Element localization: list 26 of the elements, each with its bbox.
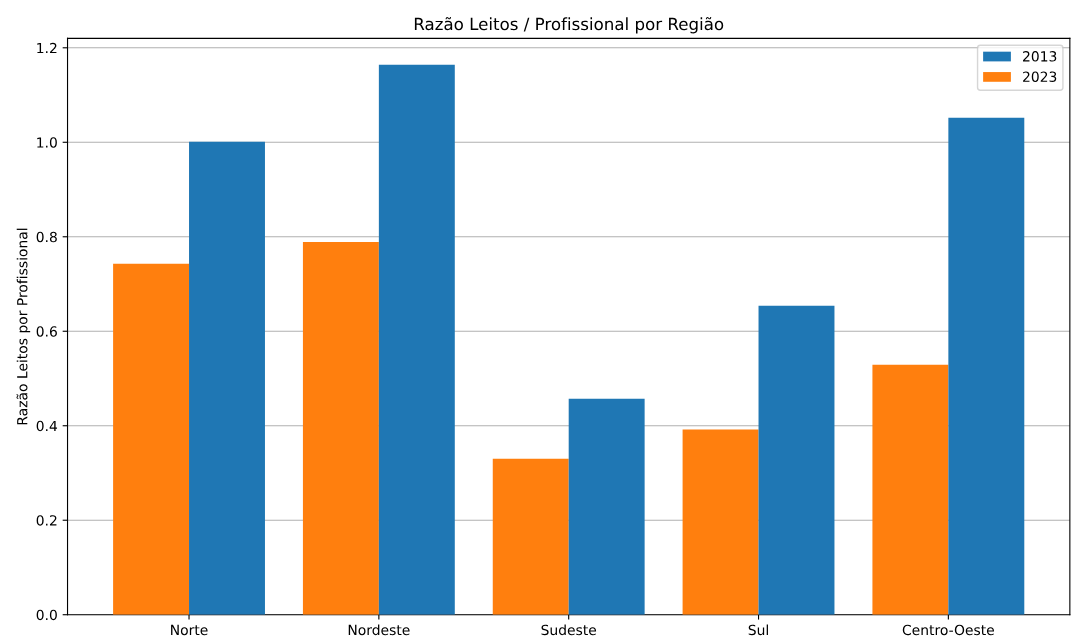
x-tick-label: Centro-Oeste xyxy=(902,624,994,636)
legend-label: 2013 xyxy=(1023,51,1057,62)
bar xyxy=(189,141,265,615)
bar xyxy=(302,241,379,615)
bar xyxy=(378,64,455,615)
x-tick-label: Nordeste xyxy=(348,624,410,636)
y-tick-label: 0.4 xyxy=(36,420,58,432)
y-tick-label: 0.2 xyxy=(36,515,57,526)
bar xyxy=(758,305,835,615)
bar xyxy=(872,364,949,615)
y-tick-label: 0.0 xyxy=(36,609,57,621)
y-tick-label: 1.0 xyxy=(37,137,57,148)
x-tick-label: Sudeste xyxy=(541,624,597,636)
bar xyxy=(492,458,569,615)
y-tick-label: 0.8 xyxy=(36,231,57,243)
y-axis-title: Razão Leitos por Profissional xyxy=(16,228,31,425)
bar xyxy=(948,117,1025,615)
bar xyxy=(568,398,645,615)
chart-title: Razão Leitos / Profissional por Região xyxy=(414,17,724,34)
y-tick-label: 0.6 xyxy=(36,326,57,337)
legend-label: 2023 xyxy=(1023,71,1057,82)
x-tick-label: Norte xyxy=(171,624,208,636)
bar xyxy=(682,429,759,615)
x-tick-label: Sul xyxy=(748,624,768,636)
y-tick-label: 1.2 xyxy=(37,42,57,54)
bar xyxy=(113,263,190,615)
